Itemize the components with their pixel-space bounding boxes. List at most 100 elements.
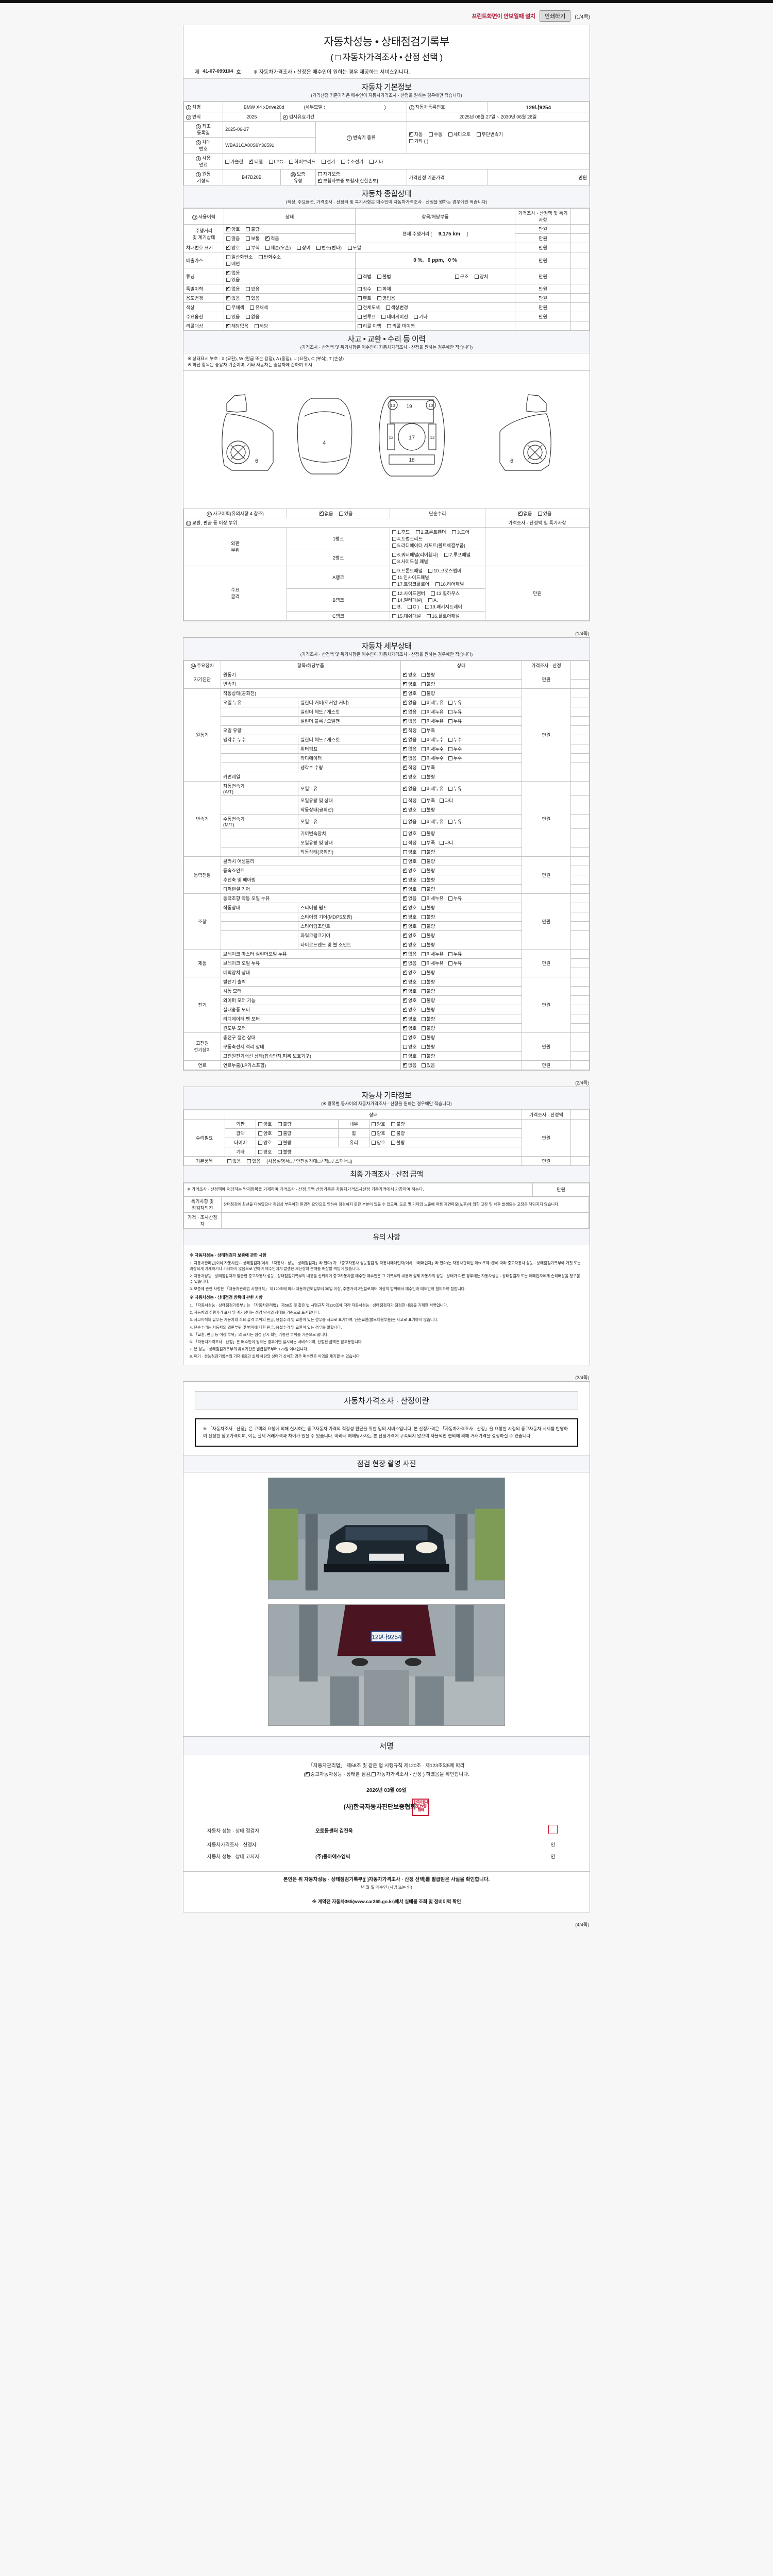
- checkbox-icon[interactable]: [246, 287, 250, 291]
- checkbox-icon[interactable]: [409, 131, 413, 137]
- part-14c[interactable]: C ): [408, 604, 419, 609]
- opt-flood[interactable]: 침수: [358, 285, 372, 292]
- checkbox-icon[interactable]: [403, 773, 407, 779]
- checkbox-icon[interactable]: [296, 246, 301, 250]
- part-19[interactable]: 19.패키지트레이: [425, 603, 462, 610]
- checkbox-icon[interactable]: [421, 700, 426, 705]
- detail-opt-0[interactable]: 없음: [403, 699, 417, 706]
- checkbox-icon[interactable]: [403, 895, 407, 901]
- checkbox-icon[interactable]: [421, 1035, 426, 1040]
- checkbox-icon[interactable]: [421, 728, 426, 733]
- detail-opt-1[interactable]: 불량: [421, 830, 435, 837]
- part-14a[interactable]: A,: [428, 598, 438, 603]
- checkbox-icon[interactable]: [421, 877, 426, 882]
- checkbox-icon[interactable]: [425, 604, 429, 609]
- checkbox-icon[interactable]: [319, 510, 324, 516]
- checkbox-icon[interactable]: [403, 755, 407, 760]
- opt-colorchange[interactable]: 색상변경: [385, 304, 408, 311]
- checkbox-icon[interactable]: [246, 246, 250, 250]
- detail-opt-1[interactable]: 부족: [421, 839, 435, 846]
- part-2[interactable]: 2.프론트휀더: [415, 529, 446, 535]
- checkbox-icon[interactable]: [435, 582, 440, 586]
- part-6[interactable]: 6.쿼터패널(리어휀다): [392, 551, 439, 558]
- checkbox-icon[interactable]: [258, 1122, 262, 1126]
- detail-opt-0[interactable]: 양호: [403, 806, 417, 813]
- checkbox-icon[interactable]: [377, 287, 382, 291]
- detail-opt-0[interactable]: 없음: [403, 1062, 417, 1069]
- detail-opt-1[interactable]: 미세누유: [421, 818, 444, 825]
- checkbox-icon[interactable]: [421, 691, 426, 696]
- checkbox-icon[interactable]: [408, 604, 412, 609]
- opt-applicable[interactable]: 해당: [254, 323, 268, 329]
- checkbox-icon[interactable]: [428, 568, 433, 573]
- opt-good[interactable]: 양호: [258, 1130, 272, 1137]
- opt-smoke[interactable]: 매연: [226, 260, 240, 267]
- checkbox-icon[interactable]: [403, 1025, 407, 1030]
- checkbox-icon[interactable]: [226, 285, 230, 291]
- checkbox-icon[interactable]: [227, 1159, 231, 1163]
- checkbox-icon[interactable]: [537, 511, 542, 516]
- opt-none[interactable]: 없음: [226, 285, 240, 292]
- detail-opt-2[interactable]: 과다: [440, 797, 453, 804]
- checkbox-icon[interactable]: [403, 886, 407, 891]
- checkbox-icon[interactable]: [358, 274, 362, 279]
- detail-opt-1[interactable]: 불량: [421, 913, 435, 920]
- part-16[interactable]: 16.플로어패널: [427, 613, 460, 619]
- opt-bad[interactable]: 불량: [278, 1148, 292, 1155]
- trans-option-1[interactable]: 수동: [428, 131, 442, 138]
- checkbox-icon[interactable]: [421, 798, 426, 803]
- checkbox-icon[interactable]: [377, 274, 382, 279]
- checkbox-icon[interactable]: [391, 1131, 396, 1136]
- opt-device[interactable]: 장치: [474, 273, 488, 280]
- opt-good[interactable]: 양호: [372, 1130, 385, 1137]
- opt-navigation[interactable]: 네비게이션: [381, 313, 408, 320]
- checkbox-icon[interactable]: [403, 671, 407, 677]
- checkbox-icon[interactable]: [372, 1140, 376, 1145]
- checkbox-icon[interactable]: [278, 1149, 282, 1154]
- checkbox-icon[interactable]: [414, 315, 418, 319]
- fuel-option-6[interactable]: 기타: [369, 158, 383, 165]
- detail-opt-1[interactable]: 미세누유: [421, 699, 444, 706]
- checkbox-icon[interactable]: [258, 1131, 262, 1136]
- opt-co[interactable]: 일산화탄소: [226, 253, 253, 260]
- detail-opt-1[interactable]: 미세누유: [421, 708, 444, 715]
- checkbox-icon[interactable]: [440, 840, 444, 845]
- fuel-option-5[interactable]: 수소전기: [341, 158, 363, 165]
- part-10[interactable]: 10.크로스멤버: [428, 567, 461, 574]
- checkbox-icon[interactable]: [246, 236, 250, 241]
- opt-none[interactable]: 없음: [226, 295, 240, 301]
- detail-opt-0[interactable]: 양호: [403, 876, 417, 883]
- checkbox-icon[interactable]: [392, 614, 396, 618]
- checkbox-icon[interactable]: [518, 510, 523, 516]
- detail-opt-1[interactable]: 불량: [421, 671, 435, 678]
- detail-opt-1[interactable]: 부족: [421, 764, 435, 771]
- checkbox-icon[interactable]: [474, 274, 479, 279]
- detail-opt-0[interactable]: 양호: [403, 1025, 417, 1031]
- detail-opt-1[interactable]: 불량: [421, 867, 435, 874]
- checkbox-icon[interactable]: [317, 177, 322, 183]
- checkbox-icon[interactable]: [358, 315, 362, 319]
- detail-opt-0[interactable]: 적정: [403, 797, 417, 804]
- detail-opt-0[interactable]: 양호: [403, 904, 417, 911]
- checkbox-icon[interactable]: [403, 690, 407, 696]
- checkbox-icon[interactable]: [421, 807, 426, 812]
- detail-opt-0[interactable]: 양호: [403, 867, 417, 874]
- opt-legal[interactable]: 적법: [358, 273, 372, 280]
- opt-bad[interactable]: 불량: [278, 1121, 292, 1127]
- detail-opt-2[interactable]: 누유: [448, 818, 462, 825]
- checkbox-icon[interactable]: [391, 1122, 396, 1126]
- detail-opt-0[interactable]: 없음: [403, 960, 417, 967]
- checkbox-icon[interactable]: [421, 933, 426, 938]
- detail-opt-1[interactable]: 불량: [421, 1053, 435, 1059]
- checkbox-icon[interactable]: [421, 942, 426, 947]
- opt-exist[interactable]: 있음: [246, 285, 260, 292]
- part-11[interactable]: 11.인사이드패널: [392, 574, 429, 581]
- detail-opt-1[interactable]: 불량: [421, 978, 435, 985]
- detail-opt-0[interactable]: 없음: [403, 951, 417, 957]
- checkbox-icon[interactable]: [421, 786, 426, 791]
- checkbox-icon[interactable]: [421, 924, 426, 928]
- checkbox-icon[interactable]: [403, 1044, 407, 1049]
- checkbox-icon[interactable]: [421, 850, 426, 854]
- detail-opt-1[interactable]: 불량: [421, 858, 435, 865]
- detail-opt-1[interactable]: 불량: [421, 923, 435, 929]
